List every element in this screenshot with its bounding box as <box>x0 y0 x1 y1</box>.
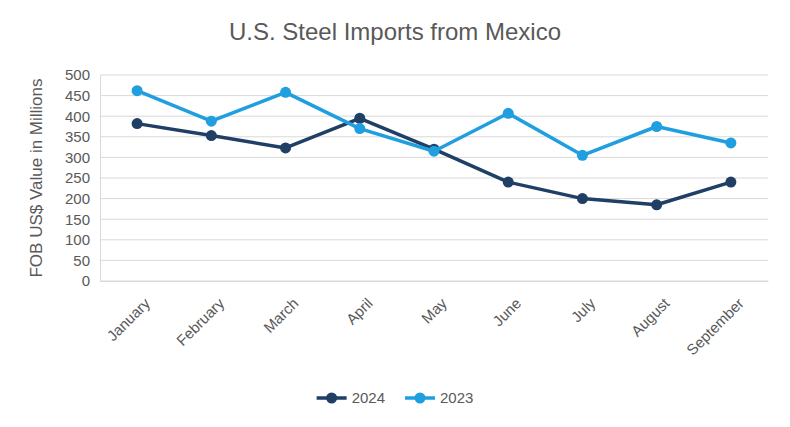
y-tick: 200 <box>65 190 100 207</box>
grid-line <box>100 239 768 240</box>
data-point <box>577 193 588 204</box>
x-tick: May <box>418 281 450 327</box>
y-tick-label: 200 <box>65 190 90 207</box>
data-point <box>503 177 514 188</box>
plot: 0 50 100 150 200 250 300 350 400 450 500 January Feb… <box>65 66 769 358</box>
legend-label: 2024 <box>352 389 385 406</box>
y-tick-label: 500 <box>65 66 90 83</box>
legend-marker <box>415 393 426 404</box>
series-line <box>137 91 731 156</box>
y-tick: 300 <box>65 149 100 166</box>
y-tick: 50 <box>73 252 100 269</box>
data-point <box>354 113 365 124</box>
data-point <box>132 85 143 96</box>
y-tick: 250 <box>65 169 100 186</box>
y-axis: 0 50 100 150 200 250 300 350 400 450 500 <box>65 66 101 289</box>
data-point <box>206 116 217 127</box>
data-point <box>725 137 736 148</box>
grid-line <box>100 136 768 137</box>
data-point <box>354 123 365 134</box>
series <box>132 85 737 161</box>
grid-line <box>100 157 768 158</box>
series <box>132 113 737 211</box>
data-point <box>651 199 662 210</box>
y-tick: 350 <box>65 128 100 145</box>
grid-line <box>100 281 768 282</box>
x-tick-label: January <box>103 294 153 344</box>
title: U.S. Steel Imports from Mexico <box>229 18 561 45</box>
data-point <box>280 142 291 153</box>
x-axis-line <box>101 281 769 282</box>
y-tick-label: 450 <box>65 87 90 104</box>
x-tick-label: February <box>173 294 228 349</box>
x-tick: January <box>103 281 153 344</box>
data-point <box>651 121 662 132</box>
x-tick: August <box>628 281 674 340</box>
x-axis: January February March April May June July Augu… <box>101 281 769 358</box>
y-tick-label: 300 <box>65 149 90 166</box>
x-tick: February <box>173 281 228 349</box>
x-tick: September <box>683 281 747 358</box>
x-tick-label: September <box>683 294 747 358</box>
data-point <box>429 146 440 157</box>
data-point <box>206 130 217 141</box>
x-tick-label: April <box>343 294 376 327</box>
x-tick: July <box>568 281 599 325</box>
grid-line <box>100 260 768 261</box>
data-point <box>132 118 143 129</box>
x-tick: April <box>343 281 376 328</box>
x-tick-label: August <box>628 294 674 340</box>
grid <box>100 75 768 281</box>
grid-line <box>100 75 768 76</box>
y-tick-label: 0 <box>82 272 90 289</box>
y-tick-label: 100 <box>65 231 90 248</box>
grid-line <box>100 198 768 199</box>
y-tick: 500 <box>65 66 100 83</box>
data-point <box>725 177 736 188</box>
y-tick-label: 250 <box>65 169 90 186</box>
x-tick-label: May <box>418 294 450 326</box>
y-tick: 450 <box>65 87 100 104</box>
x-tick-label: July <box>568 294 599 325</box>
grid-line <box>100 178 768 179</box>
data-point <box>577 150 588 161</box>
legend-label: 2023 <box>440 389 473 406</box>
legend-marker <box>326 393 337 404</box>
x-tick: March <box>260 281 301 336</box>
y-tick-label: 350 <box>65 128 90 145</box>
y-tick: 400 <box>65 108 100 125</box>
x-tick: June <box>489 281 524 329</box>
data-point <box>280 87 291 98</box>
y-tick: 150 <box>65 211 100 228</box>
legend: 2024 2023 <box>317 389 474 406</box>
y-axis-line <box>100 76 101 282</box>
y-tick-label: 150 <box>65 211 90 228</box>
grid-line <box>100 95 768 96</box>
legend-item: 2023 <box>405 389 473 406</box>
x-tick-label: March <box>260 294 301 335</box>
y-axis-title: FOB US$ Value in Millions <box>27 78 46 277</box>
y-tick: 100 <box>65 231 100 248</box>
chart: U.S. Steel Imports from Mexico 0 50 100 150 2… <box>0 0 790 427</box>
y-tick-label: 400 <box>65 108 90 125</box>
grid-line <box>100 219 768 220</box>
x-tick-label: June <box>489 294 524 329</box>
legend-item: 2024 <box>317 389 385 406</box>
data-point <box>503 108 514 119</box>
y-tick: 0 <box>82 272 100 289</box>
marks <box>132 85 737 210</box>
y-tick-label: 50 <box>73 252 90 269</box>
